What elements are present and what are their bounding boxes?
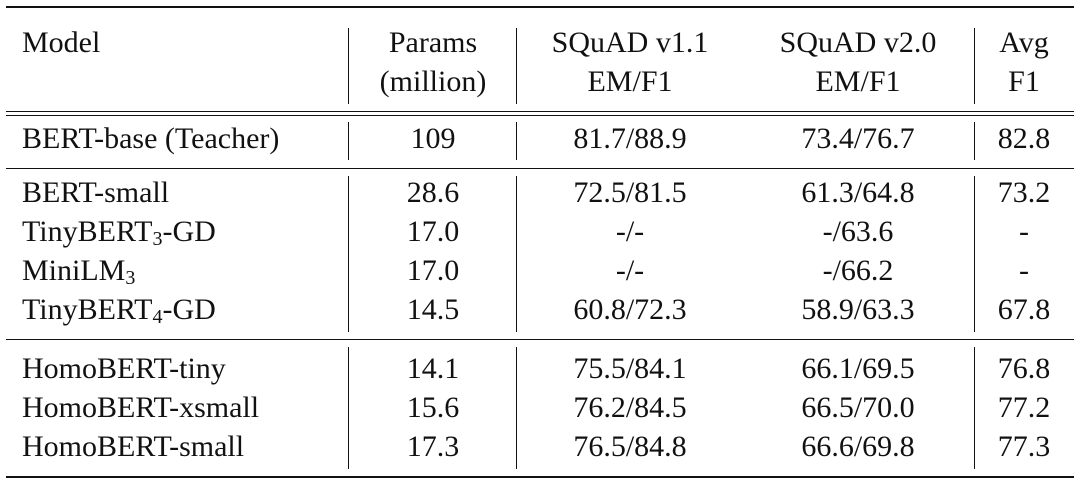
model-name: HomoBERT-tiny [22,352,226,385]
squad11-value: -/- [615,254,645,287]
vline-model [348,347,349,469]
squad20-value: 73.4/76.7 [801,122,915,155]
header-params-line2: (million) [379,65,487,98]
vline-params [516,176,517,332]
params-value: 14.5 [406,293,460,326]
vline-model [348,176,349,332]
params-value: 14.1 [406,352,460,385]
params-value: 109 [410,122,456,155]
squad20-value: 66.1/69.5 [801,352,915,385]
header-avg-line2: F1 [1008,65,1040,98]
teacher-rule [6,168,1074,169]
vline-avg [974,28,975,104]
model-name: HomoBERT-xsmall [22,391,260,424]
header-rule-double [6,115,1074,116]
squad20-value: -/66.2 [822,254,894,287]
header-rule [6,111,1074,112]
header-squad11-line2: EM/F1 [587,65,673,98]
squad20-value: 66.5/70.0 [801,391,915,424]
avg-value: 82.8 [997,122,1051,155]
model-name: BERT-small [22,176,170,209]
header-squad11-line1: SQuAD v1.1 [551,26,709,59]
vline-params [516,347,517,469]
avg-value: - [1019,254,1029,287]
squad11-value: -/- [615,215,645,248]
params-value: 28.6 [406,176,460,209]
squad11-value: 60.8/72.3 [573,293,687,326]
squad20-value: 61.3/64.8 [801,176,915,209]
bottom-rule [6,476,1074,478]
avg-value: 76.8 [997,352,1051,385]
vline-params [516,28,517,104]
params-value: 17.3 [406,430,460,463]
squad11-value: 81.7/88.9 [573,122,687,155]
avg-value: - [1019,215,1029,248]
squad11-value: 76.2/84.5 [573,391,687,424]
params-value: 17.0 [406,215,460,248]
squad20-value: -/63.6 [822,215,894,248]
header-squad20-line2: EM/F1 [815,65,901,98]
squad11-value: 75.5/84.1 [573,352,687,385]
baseline-rule [6,339,1074,340]
squad20-value: 58.9/63.3 [801,293,915,326]
model-name: TinyBERT4-GD [22,293,216,328]
avg-value: 73.2 [997,176,1051,209]
squad20-value: 66.6/69.8 [801,430,915,463]
vline-avg [974,176,975,332]
vline-model [348,122,349,160]
model-name: TinyBERT3-GD [22,215,216,250]
params-value: 17.0 [406,254,460,287]
avg-value: 67.8 [997,293,1051,326]
avg-value: 77.2 [997,391,1051,424]
top-rule [6,6,1074,8]
header-model: Model [22,26,101,59]
header-avg-line1: Avg [999,26,1049,59]
avg-value: 77.3 [997,430,1051,463]
header-squad20-line1: SQuAD v2.0 [779,26,937,59]
squad11-value: 76.5/84.8 [573,430,687,463]
model-name: MiniLM3 [22,254,136,289]
header-params-line1: Params [388,26,478,59]
squad11-value: 72.5/81.5 [573,176,687,209]
vline-avg [974,347,975,469]
vline-model [348,28,349,104]
vline-avg [974,122,975,160]
vline-params [516,122,517,160]
model-name: BERT-base (Teacher) [22,122,280,155]
params-value: 15.6 [406,391,460,424]
model-name: HomoBERT-small [22,430,245,463]
